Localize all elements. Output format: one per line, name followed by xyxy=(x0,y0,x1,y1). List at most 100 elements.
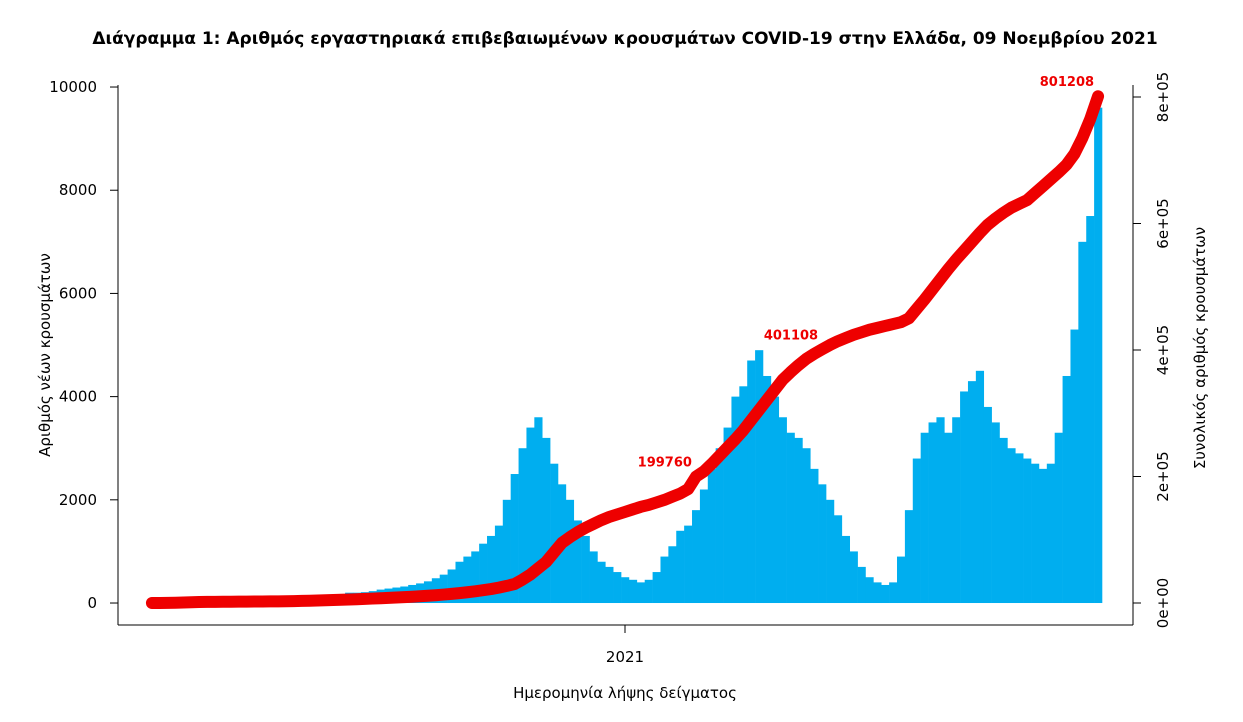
bar xyxy=(1094,107,1103,604)
bar xyxy=(865,577,874,604)
bar xyxy=(534,417,543,604)
bar xyxy=(628,579,638,604)
bar xyxy=(542,437,551,604)
bar xyxy=(479,543,488,604)
bar xyxy=(707,468,716,604)
bar xyxy=(715,448,724,604)
bar xyxy=(873,582,882,604)
x-axis-label: Ημερομηνία λήψης δείγματος xyxy=(513,684,737,702)
bar xyxy=(912,458,921,604)
bar xyxy=(920,432,929,604)
bar xyxy=(755,350,764,604)
bar xyxy=(802,448,811,604)
bar xyxy=(494,525,504,604)
bar xyxy=(731,396,740,604)
bar xyxy=(463,556,472,604)
bar xyxy=(1038,468,1048,604)
bar xyxy=(975,370,985,604)
data-label: 199760 xyxy=(638,456,692,471)
cumulative-line xyxy=(145,90,1105,609)
bar xyxy=(810,468,819,604)
data-label: 801208 xyxy=(1040,75,1094,90)
bar xyxy=(967,381,977,604)
y2-tick-label: 2e+05 xyxy=(1154,451,1172,501)
bar xyxy=(1070,329,1079,604)
bar xyxy=(510,474,519,604)
bar xyxy=(904,510,914,604)
y2-tick-label: 0e+00 xyxy=(1154,578,1172,628)
bar xyxy=(770,396,780,604)
bar xyxy=(778,417,787,604)
bar xyxy=(692,510,701,604)
bar xyxy=(621,577,630,604)
bar xyxy=(786,432,795,604)
bar xyxy=(1031,463,1040,604)
y2-tick-label: 8e+05 xyxy=(1154,72,1172,122)
y-tick-label: 8000 xyxy=(59,181,97,199)
y-tick-label: 6000 xyxy=(59,284,97,302)
bar xyxy=(1046,463,1055,604)
bar xyxy=(471,551,480,604)
bar xyxy=(849,551,858,604)
bar xyxy=(652,572,661,604)
bar xyxy=(518,448,527,604)
bar xyxy=(952,417,961,604)
bar xyxy=(833,515,843,604)
bar xyxy=(1023,458,1032,604)
bar xyxy=(762,375,772,604)
bar xyxy=(605,566,614,604)
bar xyxy=(897,556,906,604)
bar xyxy=(936,417,945,604)
bar xyxy=(999,437,1008,604)
bar xyxy=(636,582,646,604)
bar xyxy=(826,499,835,604)
bar xyxy=(991,422,1000,604)
bar xyxy=(550,463,559,604)
bar xyxy=(723,427,732,604)
y-tick-label: 0 xyxy=(87,594,97,612)
bar xyxy=(613,572,622,604)
bar xyxy=(960,391,969,604)
bar xyxy=(676,530,685,604)
bar xyxy=(857,566,866,604)
bar xyxy=(589,551,598,604)
bar xyxy=(1062,375,1071,604)
bar xyxy=(818,484,827,604)
y2-tick-label: 6e+05 xyxy=(1154,198,1172,248)
bar xyxy=(739,386,748,604)
bar xyxy=(841,535,851,604)
y-tick-label: 10000 xyxy=(49,78,97,96)
bar xyxy=(668,546,677,604)
y2-tick-label: 4e+05 xyxy=(1154,325,1172,375)
bar xyxy=(1086,216,1095,604)
y-tick-label: 2000 xyxy=(59,491,97,509)
bar xyxy=(881,584,890,604)
bar xyxy=(573,520,582,604)
y-tick-label: 4000 xyxy=(59,388,97,406)
bar xyxy=(1015,453,1024,604)
y2-axis-label: Συνολικός αριθμός κρουσμάτων xyxy=(1191,227,1209,469)
y-axis-label: Αριθμός νέων κρουσμάτων xyxy=(36,253,54,457)
bar xyxy=(944,432,953,604)
bar xyxy=(684,525,693,604)
bar xyxy=(502,499,511,604)
bar xyxy=(581,535,590,604)
bar xyxy=(747,360,756,604)
bar xyxy=(1054,432,1063,604)
bar xyxy=(597,561,606,604)
bar xyxy=(928,422,937,604)
bar xyxy=(526,427,535,604)
bar xyxy=(487,535,496,604)
bar xyxy=(1078,241,1087,604)
bar xyxy=(565,499,575,604)
bar xyxy=(983,406,992,604)
bar xyxy=(699,489,709,604)
data-label: 401108 xyxy=(764,328,818,343)
bar xyxy=(455,561,464,604)
bar xyxy=(644,579,653,604)
chart-title: Διάγραμμα 1: Αριθμός εργαστηριακά επιβεβ… xyxy=(92,29,1157,49)
bar xyxy=(889,582,898,604)
x-tick-label: 2021 xyxy=(606,648,644,666)
bar xyxy=(447,569,456,604)
